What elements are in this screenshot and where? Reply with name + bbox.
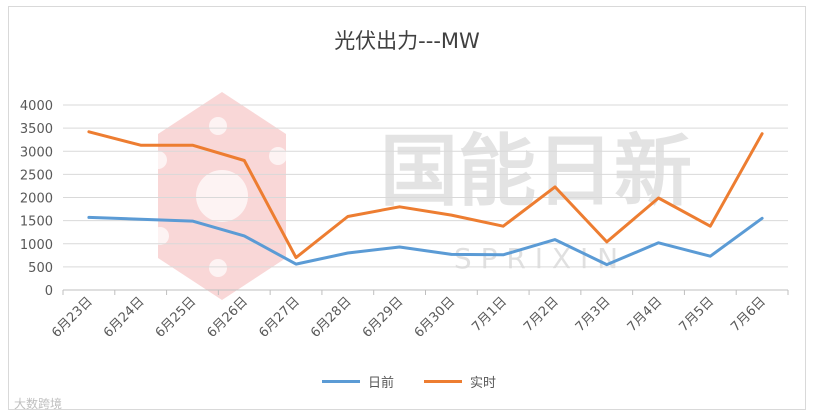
x-tick-label: 7月6日 xyxy=(728,294,769,335)
y-tick-label: 4000 xyxy=(20,99,53,114)
x-tick-label: 6月28日 xyxy=(308,294,355,341)
legend-swatch-rq xyxy=(322,380,360,383)
y-tick-label: 3500 xyxy=(20,122,53,137)
y-tick-label: 0 xyxy=(45,284,53,299)
watermark-dot xyxy=(269,147,287,165)
watermark-circle xyxy=(196,170,248,222)
y-tick-label: 1500 xyxy=(20,215,53,230)
chart-title: 光伏出力---MW xyxy=(334,29,480,53)
x-tick-label: 7月5日 xyxy=(676,294,717,335)
y-tick-label: 1000 xyxy=(20,238,53,253)
x-tick-label: 6月23日 xyxy=(49,294,96,341)
watermark-dot xyxy=(209,259,227,277)
x-tick-label: 7月2日 xyxy=(521,294,562,335)
x-tick-label: 6月27日 xyxy=(256,294,303,341)
x-axis: 6月23日 6月24日 6月25日 6月26日 6月27日 6月28日 6月29日 6月30日… xyxy=(49,289,789,341)
series-line-1 xyxy=(87,130,764,260)
legend-label-ss: 实时 xyxy=(470,376,497,391)
y-axis-ticks: 0 500 1000 1500 2000 2500 3000 3500 4000 xyxy=(20,99,53,299)
legend-swatch-ss xyxy=(424,380,462,383)
x-tick-label: 6月26日 xyxy=(205,294,252,341)
y-tick-label: 3000 xyxy=(20,145,53,160)
y-tick-label: 2000 xyxy=(20,192,53,207)
x-tick-label: 7月1日 xyxy=(469,294,510,335)
x-tick-label: 7月4日 xyxy=(625,294,666,335)
y-tick-label: 500 xyxy=(28,261,53,276)
corner-watermark: 大数跨境 xyxy=(14,397,63,411)
watermark-dot xyxy=(149,151,167,169)
series-lines xyxy=(87,130,764,267)
y-tick-label: 2500 xyxy=(20,168,53,183)
x-tick-label: 6月29日 xyxy=(360,294,407,341)
x-tick-label: 6月24日 xyxy=(101,294,148,341)
legend-label-rq: 日前 xyxy=(368,376,395,391)
x-tick-label: 6月25日 xyxy=(153,294,200,341)
series-line-0 xyxy=(87,215,764,267)
watermark-dot xyxy=(209,117,227,135)
watermark-brand: 国能日新 xyxy=(380,127,692,217)
x-tick-label: 6月30日 xyxy=(412,294,459,341)
watermark: 国能日新 S P R I X I N xyxy=(149,92,692,300)
watermark-dot xyxy=(151,227,169,245)
x-tick-label: 7月3日 xyxy=(573,294,614,335)
